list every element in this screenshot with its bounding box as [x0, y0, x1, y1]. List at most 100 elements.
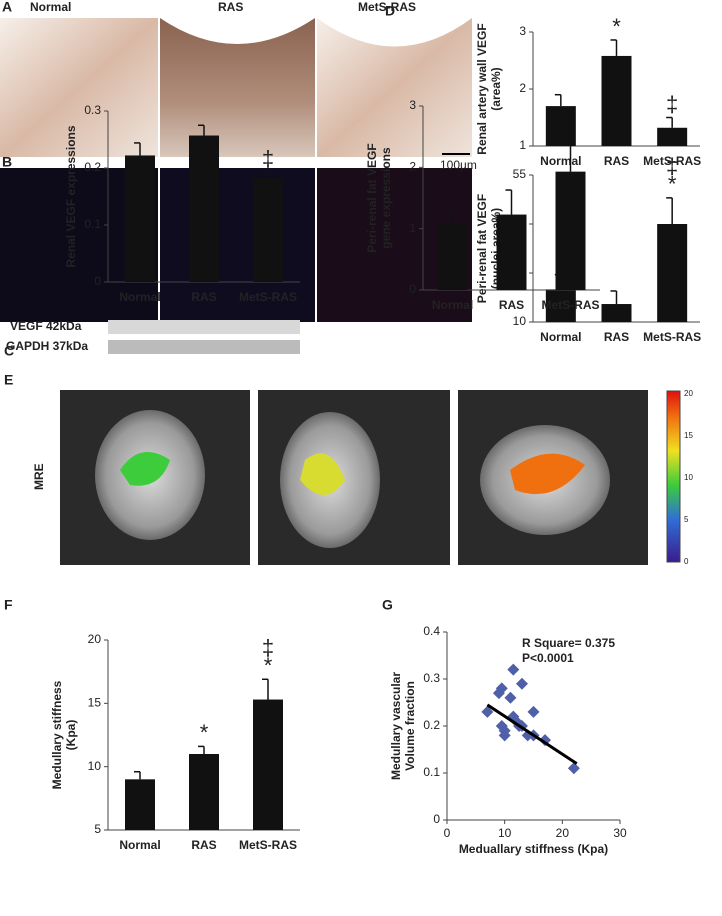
colorbar-tick: 20	[684, 389, 693, 398]
x-tick-label: MetS-RAS	[541, 298, 599, 312]
histology-images	[0, 18, 681, 565]
x-tick-label: RAS	[499, 298, 524, 312]
y-axis-label: Renal artery wall VEGF	[475, 23, 489, 154]
colorbar	[666, 390, 681, 563]
image-label: Normal	[30, 0, 71, 14]
bar	[545, 289, 576, 322]
y-tick-label: 0.2	[84, 160, 101, 174]
annotation: P<0.0001	[522, 651, 574, 665]
colorbar-tick: 15	[684, 431, 693, 440]
y-axis-label: Medullary vascular	[389, 672, 403, 780]
bar	[601, 304, 632, 322]
y-axis-label: Volume fraction	[403, 681, 417, 771]
y-tick-label: 3	[519, 24, 526, 38]
blot-label: GAPDH 37kDa	[6, 339, 88, 353]
x-tick-label: 30	[613, 826, 627, 840]
significance-marker: ‡	[666, 154, 678, 179]
image	[0, 18, 158, 157]
y-tick-label: 0.2	[423, 718, 440, 732]
image-label: MetS-RAS	[358, 0, 416, 14]
annotation: R Square= 0.375	[522, 636, 615, 650]
significance-marker: ‡	[666, 91, 678, 116]
bar	[601, 55, 632, 146]
y-tick-label: 1	[519, 138, 526, 152]
y-tick-label: 0.3	[84, 103, 101, 117]
blot-label: VEGF 42kDa	[10, 319, 82, 333]
colorbar-tick: 5	[684, 515, 689, 524]
colorbar-tick: 10	[684, 473, 693, 482]
y-tick-label: 0	[433, 812, 440, 826]
significance-marker: *	[200, 720, 209, 745]
x-tick-label: RAS	[191, 838, 216, 852]
y-tick-label: 10	[88, 759, 102, 773]
panel-label: F	[4, 597, 13, 613]
panel-label: G	[382, 597, 393, 613]
y-axis-label: Peri-renal fat VEGF	[475, 194, 489, 303]
point	[504, 691, 517, 704]
y-tick-label: 1	[409, 221, 416, 235]
bar	[253, 699, 283, 830]
bar	[189, 135, 219, 282]
panel-label: E	[4, 372, 13, 388]
x-tick-label: RAS	[604, 154, 629, 168]
bar	[657, 127, 688, 146]
bar	[657, 224, 688, 322]
x-tick-label: 0	[444, 826, 451, 840]
lumen	[160, 18, 315, 44]
image-label: MRE	[32, 463, 46, 490]
point	[495, 682, 508, 695]
x-tick-label: Normal	[119, 838, 160, 852]
bar	[437, 223, 468, 290]
y-axis-label: Renal VEGF expressions	[64, 125, 78, 267]
trendline	[486, 703, 578, 765]
bar	[189, 754, 219, 830]
panel-label: D	[385, 3, 395, 19]
x-tick-label: MetS-RAS	[643, 154, 701, 168]
bar	[555, 171, 586, 290]
significance-marker: *	[612, 14, 621, 39]
y-axis-label: Peri-renal fat VEGF	[365, 143, 379, 252]
y-tick-label: 0.3	[423, 671, 440, 685]
y-tick-label: 0	[94, 274, 101, 288]
y-tick-label: 20	[88, 632, 102, 646]
x-tick-label: Normal	[432, 298, 473, 312]
y-tick-label: 0	[409, 282, 416, 296]
y-tick-label: 10	[513, 314, 527, 328]
x-tick-label: RAS	[604, 330, 629, 344]
x-tick-label: Normal	[540, 330, 581, 344]
image-label: RAS	[218, 0, 243, 14]
y-tick-label: 2	[519, 81, 526, 95]
bar	[125, 779, 155, 830]
x-tick-label: 20	[556, 826, 570, 840]
bar	[253, 177, 283, 282]
y-axis-label: (Kpa)	[64, 720, 78, 751]
bar	[496, 214, 527, 290]
x-tick-label: MetS-RAS	[239, 838, 297, 852]
stiffness-map	[300, 453, 345, 495]
y-tick-label: 0.1	[423, 765, 440, 779]
bar	[545, 106, 576, 146]
y-tick-label: 0.1	[84, 217, 101, 231]
blot	[108, 320, 300, 354]
image	[160, 168, 315, 322]
x-tick-label: Normal	[119, 290, 160, 304]
x-tick-label: MetS-RAS	[239, 290, 297, 304]
colorbar-tick: 0	[684, 557, 689, 566]
panel-label: C	[4, 343, 14, 359]
point	[507, 663, 520, 676]
significance-marker: *	[668, 172, 677, 197]
x-axis-label: Meduallary stiffness (Kpa)	[459, 842, 608, 856]
y-axis-label: Medullary stiffness	[50, 680, 64, 789]
scale-label: 100µm	[440, 158, 477, 172]
y-tick-label: 15	[88, 696, 102, 710]
y-tick-label: 2	[409, 160, 416, 174]
point	[567, 762, 580, 775]
stiffness-map	[120, 452, 170, 486]
point	[515, 677, 528, 690]
point	[527, 705, 540, 718]
y-tick-label: 3	[409, 98, 416, 112]
x-tick-label: RAS	[191, 290, 216, 304]
y-axis-label: (area%)	[489, 67, 503, 110]
x-tick-label: Normal	[540, 154, 581, 168]
